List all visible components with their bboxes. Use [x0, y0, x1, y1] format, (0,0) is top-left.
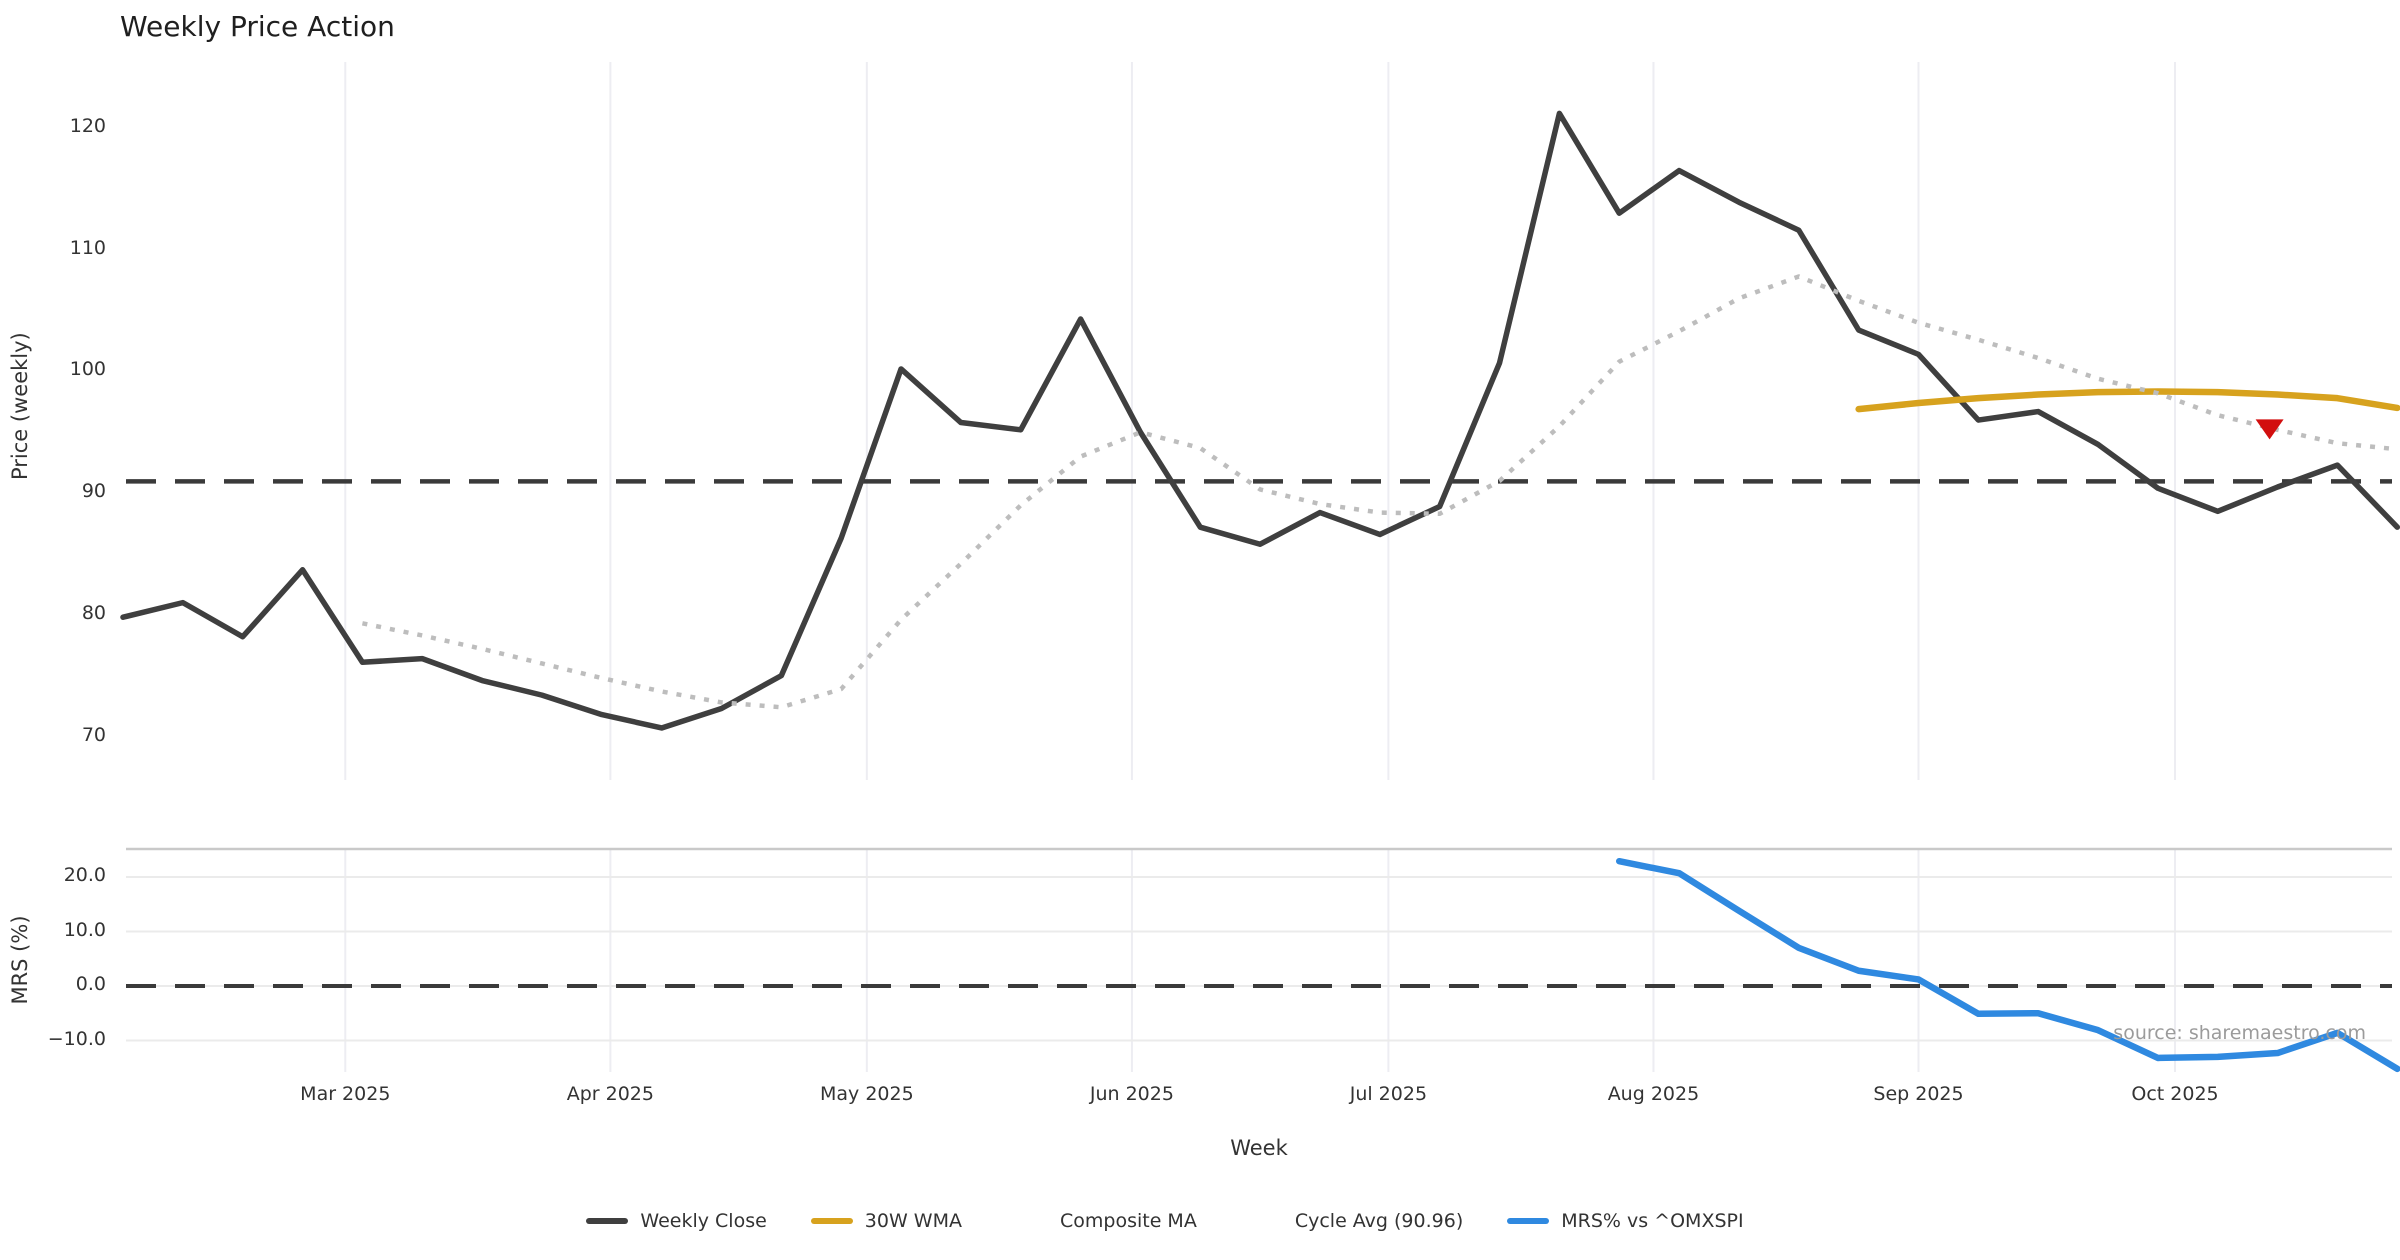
mrs-ytick: 0.0 — [75, 973, 106, 995]
legend-swatch-solid — [1507, 1218, 1550, 1224]
chart-title: Weekly Price Action — [120, 10, 395, 43]
legend-item-30w-wma: 30W WMA — [810, 1210, 962, 1232]
legend-label: Weekly Close — [640, 1210, 767, 1232]
month-xtick: Oct 2025 — [2131, 1083, 2219, 1105]
legend-item-weekly-close: Weekly Close — [586, 1210, 767, 1232]
price-ytick: 110 — [69, 236, 106, 259]
month-xtick: Mar 2025 — [300, 1083, 391, 1105]
price-ytick: 80 — [81, 601, 106, 624]
composite-ma-line — [361, 274, 2398, 710]
mrs-ytick: −10.0 — [47, 1027, 106, 1050]
price-ytick: 100 — [69, 358, 106, 381]
price-ytick: 70 — [81, 723, 106, 746]
legend-item-composite-ma: Composite MA — [1006, 1210, 1197, 1232]
30w-wma-line — [1855, 388, 2400, 413]
legend-item-cycle-avg-90-96-: Cycle Avg (90.96) — [1241, 1210, 1463, 1232]
legend-swatch-solid — [810, 1218, 853, 1224]
month-xtick: Apr 2025 — [566, 1083, 654, 1105]
month-xtick: May 2025 — [820, 1083, 914, 1105]
legend-label: 30W WMA — [864, 1210, 962, 1232]
weekly-close-line — [120, 110, 2400, 731]
source-watermark: source: sharemaestro.com — [2113, 1022, 2366, 1044]
price-ytick: 90 — [81, 480, 106, 503]
month-xtick: Sep 2025 — [1873, 1083, 1964, 1105]
legend-label: MRS% vs ^OMXSPI — [1561, 1210, 1744, 1232]
legend: Weekly Close 30W WMA Composite MA Cycle Avg… — [0, 1210, 2330, 1232]
mrs-ytick: 20.0 — [63, 864, 106, 886]
signal-marker-triangle-down — [2255, 419, 2284, 440]
legend-swatch-solid — [586, 1218, 629, 1224]
legend-label: Cycle Avg (90.96) — [1294, 1210, 1464, 1232]
x-axis-label: Week — [1230, 1136, 1288, 1160]
legend-swatch-dotted — [1006, 1219, 1048, 1224]
month-xtick: Jun 2025 — [1089, 1083, 1174, 1105]
mrs-vs-omxspi-line — [1616, 857, 2400, 1073]
mrs-ytick: 10.0 — [63, 918, 106, 941]
month-xtick: Jul 2025 — [1349, 1083, 1428, 1105]
month-xtick: Aug 2025 — [1607, 1083, 1700, 1105]
legend-swatch-dashed — [1241, 1219, 1283, 1224]
price-ytick: 120 — [69, 115, 106, 137]
legend-item-mrs-vs-omxspi: MRS% vs ^OMXSPI — [1507, 1210, 1744, 1232]
legend-label: Composite MA — [1059, 1210, 1197, 1232]
